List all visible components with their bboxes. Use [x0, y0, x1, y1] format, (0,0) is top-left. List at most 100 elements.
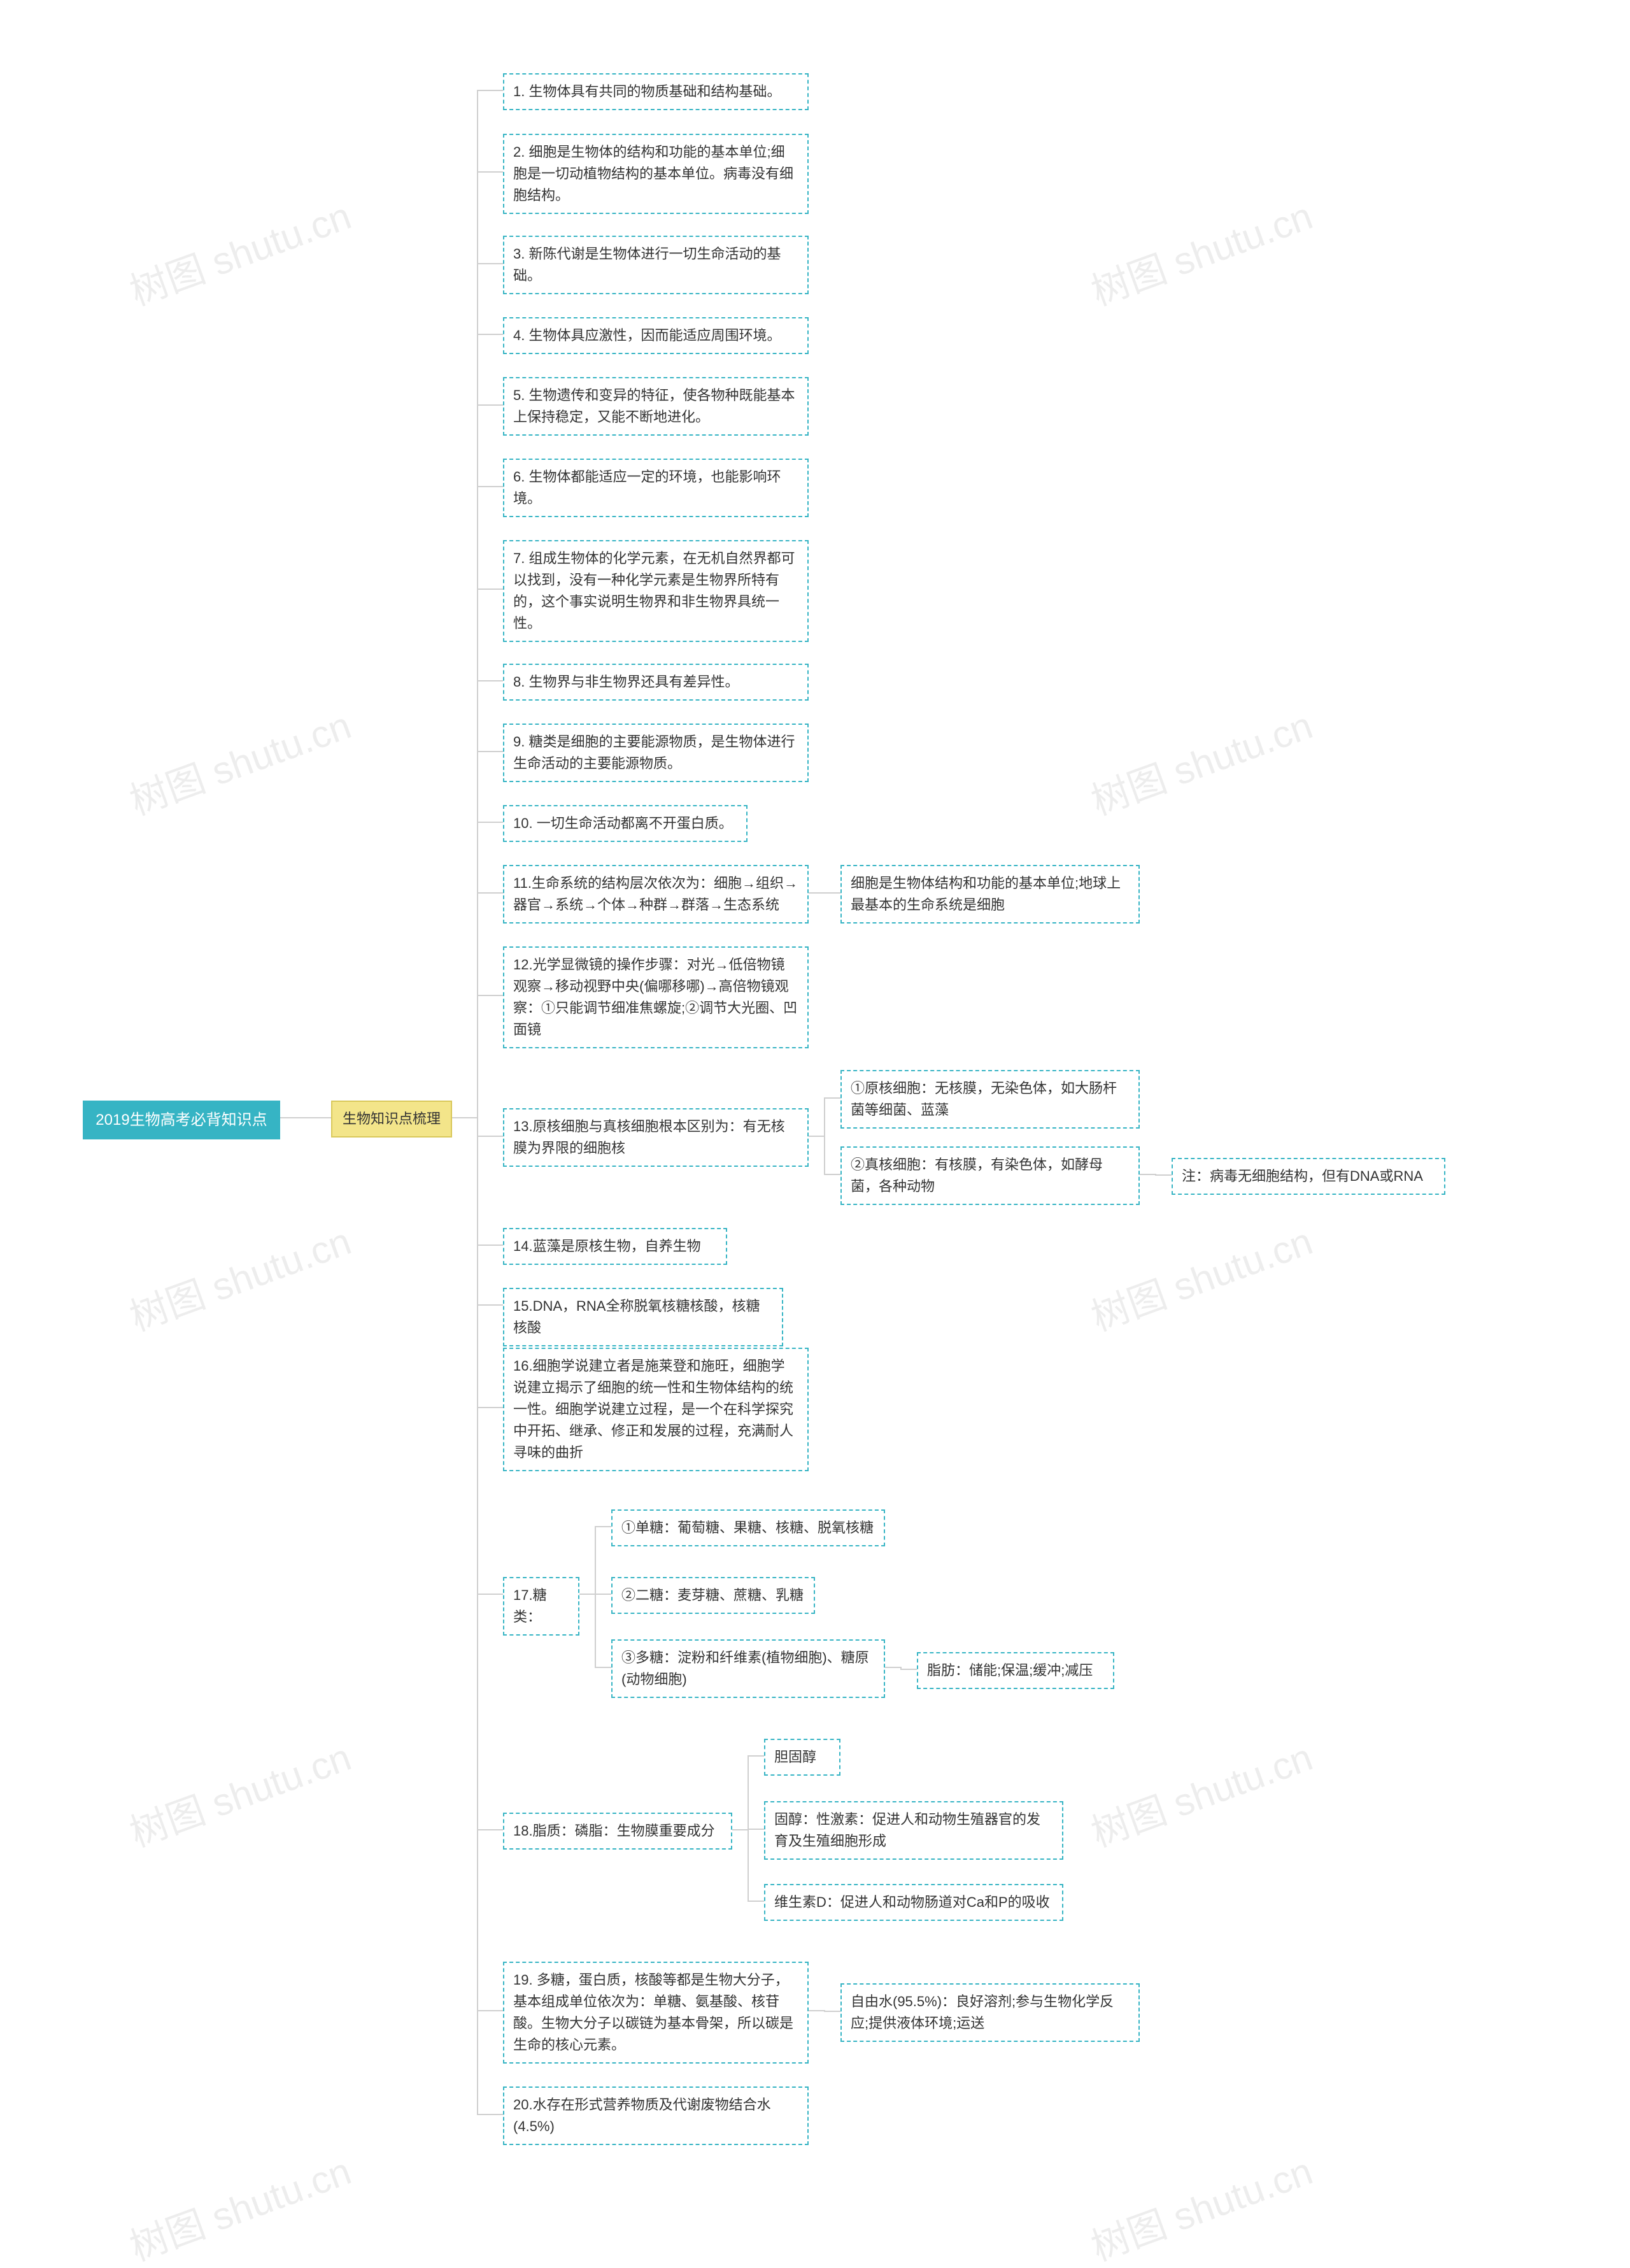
node-text: ③多糖：淀粉和纤维素(植物细胞)、糖原(动物细胞)	[621, 1650, 869, 1687]
edge	[809, 1136, 840, 1174]
node-text: 15.DNA，RNA全称脱氧核糖核酸，核糖核酸	[513, 1298, 760, 1336]
node-text: ②真核细胞：有核膜，有染色体，如酵母菌，各种动物	[851, 1157, 1103, 1194]
watermark: 树图 shutu.cn	[1082, 185, 1319, 317]
leaf-node[interactable]: 17.糖类：	[503, 1577, 579, 1636]
node-text: 细胞是生物体结构和功能的基本单位;地球上最基本的生命系统是细胞	[851, 875, 1121, 913]
node-text: 13.原核细胞与真核细胞根本区别为：有无核膜为界限的细胞核	[513, 1118, 785, 1156]
leaf-node[interactable]: ③多糖：淀粉和纤维素(植物细胞)、糖原(动物细胞)	[611, 1639, 885, 1698]
node-text: 2. 细胞是生物体的结构和功能的基本单位;细胞是一切动植物结构的基本单位。病毒没…	[513, 144, 793, 203]
leaf-node[interactable]: 2. 细胞是生物体的结构和功能的基本单位;细胞是一切动植物结构的基本单位。病毒没…	[503, 134, 809, 214]
node-text: 8. 生物界与非生物界还具有差异性。	[513, 674, 739, 690]
node-text: 3. 新陈代谢是生物体进行一切生命活动的基础。	[513, 246, 781, 283]
leaf-node[interactable]: 7. 组成生物体的化学元素，在无机自然界都可以找到，没有一种化学元素是生物界所特…	[503, 540, 809, 642]
node-text: 19. 多糖，蛋白质，核酸等都是生物大分子，基本组成单位依次为：单糖、氨基酸、核…	[513, 1972, 793, 2053]
leaf-node[interactable]: 12.光学显微镜的操作步骤：对光→低倍物镜观察→移动视野中央(偏哪移哪)→高倍物…	[503, 946, 809, 1048]
edge	[452, 681, 503, 1118]
edge	[452, 1118, 503, 1830]
edge	[452, 1118, 503, 1594]
leaf-node[interactable]: 18.脂质：磷脂：生物膜重要成分	[503, 1813, 732, 1850]
leaf-node[interactable]: 胆固醇	[764, 1739, 840, 1776]
leaf-node[interactable]: 脂肪：储能;保温;缓冲;减压	[917, 1652, 1114, 1689]
node-text: 1. 生物体具有共同的物质基础和结构基础。	[513, 83, 781, 99]
leaf-node[interactable]: 16.细胞学说建立者是施莱登和施旺，细胞学说建立揭示了细胞的统一性和生物体结构的…	[503, 1348, 809, 1471]
node-text: 2019生物高考必背知识点	[96, 1108, 267, 1132]
node-text: 9. 糖类是细胞的主要能源物质，是生物体进行生命活动的主要能源物质。	[513, 734, 795, 771]
edge	[452, 822, 503, 1118]
edge	[452, 405, 503, 1118]
leaf-node[interactable]: 9. 糖类是细胞的主要能源物质，是生物体进行生命活动的主要能源物质。	[503, 724, 809, 782]
watermark: 树图 shutu.cn	[121, 1727, 357, 1858]
section-node[interactable]: 生物知识点梳理	[331, 1101, 452, 1138]
watermark: 树图 shutu.cn	[1082, 1211, 1319, 1342]
leaf-node[interactable]: ①单糖：葡萄糖、果糖、核糖、脱氧核糖	[611, 1509, 885, 1546]
leaf-node[interactable]: 20.水存在形式营养物质及代谢废物结合水(4.5%)	[503, 2086, 809, 2145]
node-text: 胆固醇	[774, 1749, 816, 1765]
leaf-node[interactable]: 6. 生物体都能适应一定的环境，也能影响环境。	[503, 459, 809, 517]
node-text: 固醇：性激素：促进人和动物生殖器官的发育及生殖细胞形成	[774, 1811, 1040, 1849]
edge	[452, 90, 503, 1118]
edge	[452, 1118, 503, 1136]
leaf-node[interactable]: 自由水(95.5%)：良好溶剂;参与生物化学反应;提供液体环境;运送	[840, 1983, 1140, 2042]
edge	[579, 1594, 611, 1667]
leaf-node[interactable]: 1. 生物体具有共同的物质基础和结构基础。	[503, 73, 809, 110]
leaf-node[interactable]: 固醇：性激素：促进人和动物生殖器官的发育及生殖细胞形成	[764, 1801, 1063, 1860]
leaf-node[interactable]: 19. 多糖，蛋白质，核酸等都是生物大分子，基本组成单位依次为：单糖、氨基酸、核…	[503, 1962, 809, 2064]
edge	[452, 995, 503, 1118]
leaf-node[interactable]: ②真核细胞：有核膜，有染色体，如酵母菌，各种动物	[840, 1146, 1140, 1205]
node-text: 14.蓝藻是原核生物，自养生物	[513, 1238, 701, 1254]
leaf-node[interactable]: 5. 生物遗传和变异的特征，使各物种既能基本上保持稳定，又能不断地进化。	[503, 377, 809, 436]
watermark: 树图 shutu.cn	[1082, 695, 1319, 826]
edge	[452, 487, 503, 1118]
edge	[452, 1118, 503, 1305]
leaf-node[interactable]: 14.蓝藻是原核生物，自养生物	[503, 1228, 727, 1265]
edge	[452, 264, 503, 1118]
leaf-node[interactable]: 3. 新陈代谢是生物体进行一切生命活动的基础。	[503, 236, 809, 294]
edge	[452, 752, 503, 1118]
leaf-node[interactable]: 11.生命系统的结构层次依次为：细胞→组织→器官→系统→个体→种群→群落→生态系…	[503, 865, 809, 924]
node-text: 20.水存在形式营养物质及代谢废物结合水(4.5%)	[513, 2097, 771, 2134]
edge	[732, 1756, 764, 1830]
node-text: 5. 生物遗传和变异的特征，使各物种既能基本上保持稳定，又能不断地进化。	[513, 387, 795, 425]
leaf-node[interactable]: ②二糖：麦芽糖、蔗糖、乳糖	[611, 1577, 815, 1614]
edge	[732, 1829, 764, 1830]
watermark: 树图 shutu.cn	[121, 1211, 357, 1342]
leaf-node[interactable]: 注：病毒无细胞结构，但有DNA或RNA	[1172, 1158, 1445, 1195]
leaf-node[interactable]: 10. 一切生命活动都离不开蛋白质。	[503, 805, 748, 842]
node-text: 11.生命系统的结构层次依次为：细胞→组织→器官→系统→个体→种群→群落→生态系…	[513, 875, 798, 913]
watermark: 树图 shutu.cn	[1082, 2141, 1319, 2268]
edge	[452, 893, 503, 1118]
leaf-node[interactable]: ①原核细胞：无核膜，无染色体，如大肠杆菌等细菌、蓝藻	[840, 1070, 1140, 1129]
node-text: 10. 一切生命活动都离不开蛋白质。	[513, 815, 733, 831]
edge	[452, 1118, 503, 2011]
edge	[732, 1830, 764, 1901]
node-text: 18.脂质：磷脂：生物膜重要成分	[513, 1823, 715, 1839]
leaf-node[interactable]: 维生素D：促进人和动物肠道对Ca和P的吸收	[764, 1884, 1063, 1921]
node-text: 4. 生物体具应激性，因而能适应周围环境。	[513, 327, 781, 343]
leaf-node[interactable]: 15.DNA，RNA全称脱氧核糖核酸，核糖核酸	[503, 1288, 783, 1346]
edge	[579, 1527, 611, 1594]
edge	[452, 1118, 503, 2115]
node-text: 生物知识点梳理	[343, 1108, 441, 1130]
edge	[452, 1118, 503, 1408]
node-text: 脂肪：储能;保温;缓冲;减压	[927, 1662, 1093, 1678]
leaf-node[interactable]: 8. 生物界与非生物界还具有差异性。	[503, 664, 809, 701]
edge	[809, 1098, 840, 1136]
node-text: 7. 组成生物体的化学元素，在无机自然界都可以找到，没有一种化学元素是生物界所特…	[513, 550, 795, 631]
watermark: 树图 shutu.cn	[121, 185, 357, 317]
edge	[452, 1118, 503, 1245]
watermark: 树图 shutu.cn	[121, 695, 357, 826]
leaf-node[interactable]: 4. 生物体具应激性，因而能适应周围环境。	[503, 317, 809, 354]
root-node[interactable]: 2019生物高考必背知识点	[83, 1101, 280, 1139]
mindmap-canvas: 2019生物高考必背知识点 生物知识点梳理 1. 生物体具有共同的物质基础和结构基础…	[0, 0, 1630, 2268]
edge	[885, 1667, 917, 1669]
leaf-node[interactable]: 13.原核细胞与真核细胞根本区别为：有无核膜为界限的细胞核	[503, 1108, 809, 1167]
watermark: 树图 shutu.cn	[121, 2141, 357, 2268]
watermark: 树图 shutu.cn	[1082, 1727, 1319, 1858]
node-text: 16.细胞学说建立者是施莱登和施旺，细胞学说建立揭示了细胞的统一性和生物体结构的…	[513, 1358, 793, 1460]
leaf-node[interactable]: 细胞是生物体结构和功能的基本单位;地球上最基本的生命系统是细胞	[840, 865, 1140, 924]
edge	[452, 334, 503, 1118]
edge	[452, 172, 503, 1118]
node-text: 12.光学显微镜的操作步骤：对光→低倍物镜观察→移动视野中央(偏哪移哪)→高倍物…	[513, 957, 797, 1038]
node-text: 维生素D：促进人和动物肠道对Ca和P的吸收	[774, 1894, 1050, 1910]
node-text: 6. 生物体都能适应一定的环境，也能影响环境。	[513, 469, 781, 506]
